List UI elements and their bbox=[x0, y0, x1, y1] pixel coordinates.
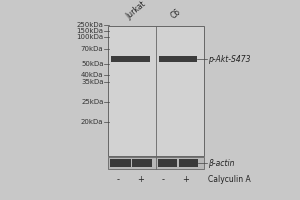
Text: 100kDa: 100kDa bbox=[76, 34, 103, 40]
Bar bbox=[158, 159, 177, 167]
Text: β-actin: β-actin bbox=[208, 158, 235, 168]
Text: 35kDa: 35kDa bbox=[81, 79, 103, 85]
Text: 25kDa: 25kDa bbox=[81, 99, 103, 105]
Text: 250kDa: 250kDa bbox=[76, 22, 103, 28]
Text: Calyculin A: Calyculin A bbox=[208, 176, 251, 184]
Text: 50kDa: 50kDa bbox=[81, 61, 103, 67]
Text: 20kDa: 20kDa bbox=[81, 119, 103, 125]
Text: 150kDa: 150kDa bbox=[76, 28, 103, 34]
Text: C6: C6 bbox=[169, 8, 183, 21]
Bar bbox=[108, 26, 204, 156]
Bar bbox=[111, 56, 150, 62]
Bar bbox=[110, 159, 130, 167]
Bar bbox=[159, 56, 196, 62]
Text: 70kDa: 70kDa bbox=[81, 46, 103, 52]
Text: -: - bbox=[117, 176, 120, 184]
Text: +: + bbox=[138, 176, 144, 184]
Bar bbox=[132, 159, 152, 167]
Bar bbox=[108, 157, 204, 169]
Text: p-Akt-S473: p-Akt-S473 bbox=[208, 54, 251, 64]
Text: +: + bbox=[183, 176, 189, 184]
Bar bbox=[178, 159, 198, 167]
Text: 40kDa: 40kDa bbox=[81, 72, 103, 78]
Text: -: - bbox=[162, 176, 165, 184]
Text: Jurkat: Jurkat bbox=[124, 0, 148, 21]
